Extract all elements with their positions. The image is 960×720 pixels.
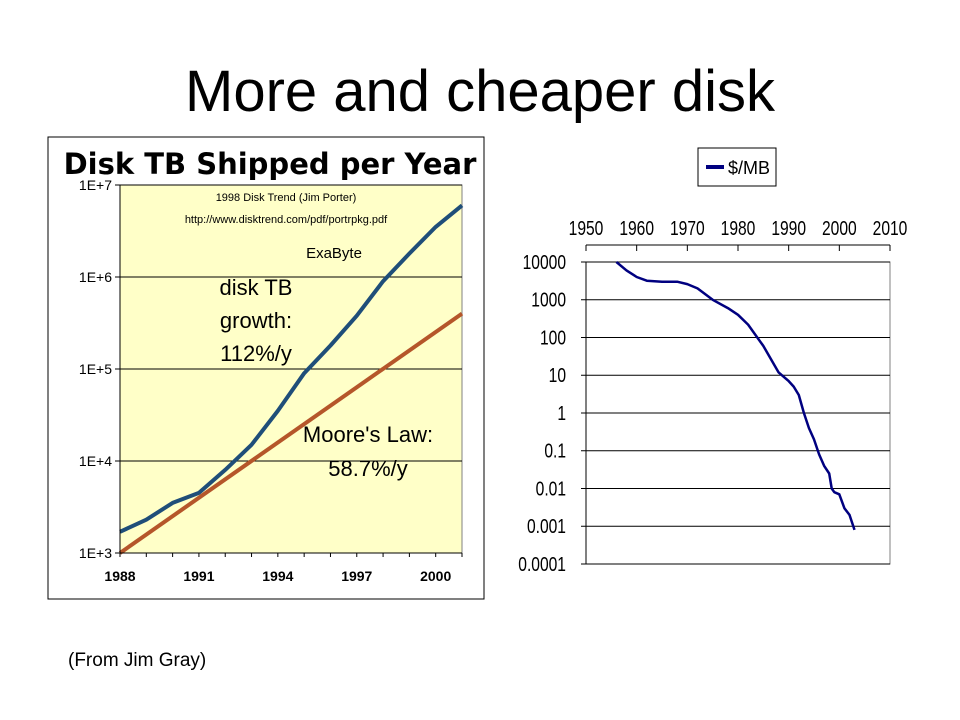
price-per-mb-line — [615, 261, 856, 531]
left-x-tick-label: 1997 — [341, 568, 372, 584]
left-y-tick-label: 1E+7 — [79, 177, 112, 193]
left-x-tick-label: 2000 — [420, 568, 451, 584]
right-x-tick-label: 1970 — [670, 217, 705, 239]
right-x-tick-label: 1980 — [721, 217, 756, 239]
disk-tb-line — [119, 203, 464, 534]
right-y-tick-label: 100 — [540, 327, 566, 349]
left-source-url: http://www.disktrend.com/pdf/portrpkg.pd… — [185, 214, 388, 226]
left-y-tick-label: 1E+6 — [79, 269, 112, 285]
left-y-tick-label: 1E+3 — [79, 545, 112, 561]
left-chart-title: Disk TB Shipped per Year — [64, 147, 478, 181]
moore-label-1: Moore's Law: — [303, 422, 433, 447]
disk-growth-label-3: 112%/y — [220, 341, 292, 366]
moores-law-line — [118, 311, 464, 555]
right-y-tick-label: 0.001 — [527, 515, 566, 537]
disk-growth-label-1: disk TB — [220, 275, 293, 300]
right-chart: 10000 1000 100 10 1 0.1 0.01 0.001 0.0001 1950 196… — [518, 147, 908, 575]
left-x-tick-label: 1994 — [262, 568, 293, 584]
right-y-tick-label: 0.1 — [544, 440, 566, 462]
right-y-tick-label: 1 — [557, 402, 566, 424]
right-y-tick-label: 10 — [549, 364, 566, 386]
right-x-tick-label: 1950 — [569, 217, 604, 239]
right-x-tick-label: 2000 — [822, 217, 857, 239]
disk-growth-label-2: growth: — [220, 308, 292, 333]
right-y-tick-label: 0.0001 — [518, 553, 566, 575]
left-y-tick-label: 1E+4 — [79, 453, 112, 469]
slide-title: More and cheaper disk — [185, 59, 775, 124]
right-x-tick-label: 1990 — [771, 217, 806, 239]
moore-label-2: 58.7%/y — [328, 456, 408, 481]
left-y-tick-label: 1E+5 — [79, 361, 112, 377]
left-source-note: 1998 Disk Trend (Jim Porter) — [216, 192, 357, 204]
right-x-tick-label: 2010 — [873, 217, 908, 239]
source-caption: (From Jim Gray) — [68, 650, 207, 671]
right-x-tick-label: 1960 — [619, 217, 654, 239]
left-x-tick-label: 1991 — [183, 568, 214, 584]
left-chart: 1E+3 1E+4 1E+5 1E+6 1E+7 1988 1991 1994 1997 2000… — [79, 177, 464, 584]
right-y-tick-label: 0.01 — [536, 478, 566, 500]
right-y-tick-label: 10000 — [523, 251, 566, 273]
right-y-tick-label: 1000 — [531, 289, 566, 311]
left-x-tick-label: 1988 — [104, 568, 135, 584]
legend-label: $/MB — [728, 158, 770, 178]
exabyte-label: ExaByte — [306, 245, 362, 262]
